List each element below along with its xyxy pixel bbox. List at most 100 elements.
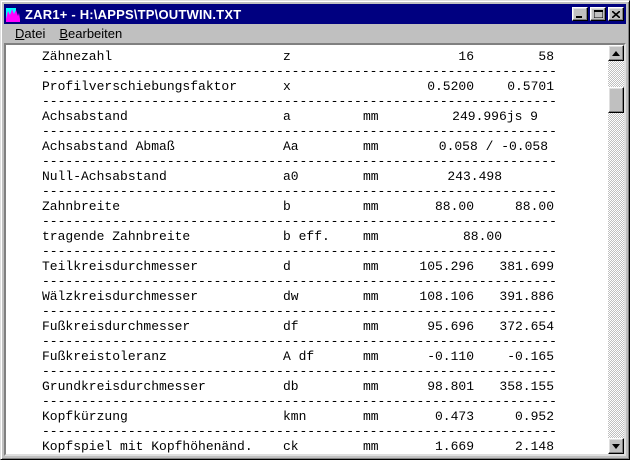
row-value-merged: 0.058 / -0.058 [438, 139, 548, 154]
row-separator: ----------------------------------------… [42, 274, 556, 289]
row-symbol: Aa [283, 139, 299, 154]
row-separator: ----------------------------------------… [42, 304, 556, 319]
menu-bar: Datei Bearbeiten [4, 24, 626, 43]
row-value-2: -0.165 [507, 349, 554, 364]
row-value-1: 0.5200 [427, 79, 474, 94]
row-value-1: 95.696 [427, 319, 474, 334]
menu-bearbeiten[interactable]: Bearbeiten [52, 25, 129, 42]
row-unit: mm [363, 109, 379, 124]
app-icon[interactable] [6, 6, 22, 22]
menu-datei-accel: D [15, 26, 25, 41]
row-value-2: 372.654 [499, 319, 554, 334]
row-label: Achsabstand [42, 109, 128, 124]
row-label: Zähnezahl [42, 49, 113, 64]
scroll-up-button[interactable] [608, 45, 624, 61]
row-symbol: db [283, 379, 299, 394]
maximize-icon [593, 10, 603, 18]
maximize-button[interactable] [590, 7, 606, 21]
row-label: Kopfkürzung [42, 409, 128, 424]
table-row: Achsabstand Abmaß Aa mm 0.058 / -0.058 -… [42, 139, 608, 169]
row-value-2: 358.155 [499, 379, 554, 394]
row-value-2: 88.00 [514, 199, 554, 214]
row-value-2: 381.699 [499, 259, 554, 274]
row-symbol: A df [283, 349, 315, 364]
arrow-down-icon [612, 443, 620, 449]
row-label: Fußkreistoleranz [42, 349, 167, 364]
row-separator: ----------------------------------------… [42, 184, 556, 199]
table-row: Zähnezahl z 16 58 ----------------------… [42, 49, 608, 79]
row-separator: ----------------------------------------… [42, 124, 556, 139]
row-separator: ----------------------------------------… [42, 394, 556, 409]
row-label: Kopfspiel mit Kopfhöhenänd. [42, 439, 253, 454]
row-value-merged: 243.498 [447, 169, 502, 184]
row-label: Zahnbreite [42, 199, 121, 214]
row-value-1: 105.296 [419, 259, 474, 274]
menu-bearbeiten-accel: B [59, 26, 69, 41]
row-label: Profilverschiebungsfaktor [42, 79, 238, 94]
row-unit: mm [363, 169, 379, 184]
scroll-down-button[interactable] [608, 438, 624, 454]
vertical-scrollbar[interactable] [608, 45, 624, 454]
row-value-1: 0.473 [434, 409, 474, 424]
row-separator: ----------------------------------------… [42, 64, 556, 79]
row-symbol: b eff. [283, 229, 330, 244]
minimize-button[interactable] [572, 7, 588, 21]
row-value-2: 2.148 [514, 439, 554, 454]
row-unit: mm [363, 349, 379, 364]
row-value-merged: 249.996js 9 [452, 109, 538, 124]
row-value-1: 16 [458, 49, 474, 64]
row-symbol: ck [283, 439, 299, 454]
minimize-icon [576, 15, 582, 18]
row-symbol: b [283, 199, 291, 214]
row-label: Fußkreisdurchmesser [42, 319, 191, 334]
arrow-up-icon [612, 50, 620, 56]
row-separator: ----------------------------------------… [42, 364, 556, 379]
window-controls [570, 7, 624, 21]
row-symbol: z [283, 49, 291, 64]
table-row: Kopfkürzung kmn mm 0.473 0.952 ---------… [42, 409, 608, 439]
row-value-2: 391.886 [499, 289, 554, 304]
table-row: Null-Achsabstand a0 mm 243.498 ---------… [42, 169, 608, 199]
menu-datei[interactable]: Datei [8, 25, 52, 42]
row-separator: ----------------------------------------… [42, 424, 556, 439]
row-separator: ----------------------------------------… [42, 94, 556, 109]
row-unit: mm [363, 199, 379, 214]
row-value-2: 58 [538, 49, 554, 64]
row-unit: mm [363, 409, 379, 424]
row-unit: mm [363, 139, 379, 154]
table-row: Teilkreisdurchmesser d mm 105.296 381.69… [42, 259, 608, 289]
row-unit: mm [363, 439, 379, 454]
row-value-merged: 88.00 [462, 229, 502, 244]
table-row: tragende Zahnbreite b eff. mm 88.00 ----… [42, 229, 608, 259]
row-separator: ----------------------------------------… [42, 154, 556, 169]
row-separator: ----------------------------------------… [42, 334, 556, 349]
row-symbol: a0 [283, 169, 299, 184]
row-symbol: d [283, 259, 291, 274]
output-table[interactable]: Zähnezahl z 16 58 ----------------------… [6, 45, 608, 454]
row-unit: mm [363, 289, 379, 304]
row-unit: mm [363, 229, 379, 244]
close-button[interactable] [608, 7, 624, 21]
row-separator: ----------------------------------------… [42, 214, 556, 229]
menu-datei-rest: atei [24, 26, 46, 41]
menu-bearbeiten-rest: earbeiten [68, 26, 123, 41]
row-value-1: 108.106 [419, 289, 474, 304]
scrollbar-thumb[interactable] [608, 87, 624, 113]
row-label: Grundkreisdurchmesser [42, 379, 206, 394]
row-label: Null-Achsabstand [42, 169, 167, 184]
row-unit: mm [363, 319, 379, 334]
title-bar[interactable]: ZAR1+ - H:\APPS\TP\OUTWIN.TXT [4, 4, 626, 24]
table-row: Fußkreistoleranz A df mm -0.110 -0.165 -… [42, 349, 608, 379]
row-value-1: 88.00 [434, 199, 474, 214]
row-value-2: 0.5701 [507, 79, 554, 94]
table-row: Zahnbreite b mm 88.00 88.00 ------------… [42, 199, 608, 229]
close-icon [612, 10, 620, 18]
row-label: Teilkreisdurchmesser [42, 259, 199, 274]
document-view: Zähnezahl z 16 58 ----------------------… [4, 43, 626, 456]
window-title: ZAR1+ - H:\APPS\TP\OUTWIN.TXT [25, 6, 242, 22]
table-row: Profilverschiebungsfaktor x 0.5200 0.570… [42, 79, 608, 109]
row-symbol: a [283, 109, 291, 124]
row-label: Achsabstand Abmaß [42, 139, 175, 154]
table-row: Wälzkreisdurchmesser dw mm 108.106 391.8… [42, 289, 608, 319]
row-symbol: df [283, 319, 299, 334]
